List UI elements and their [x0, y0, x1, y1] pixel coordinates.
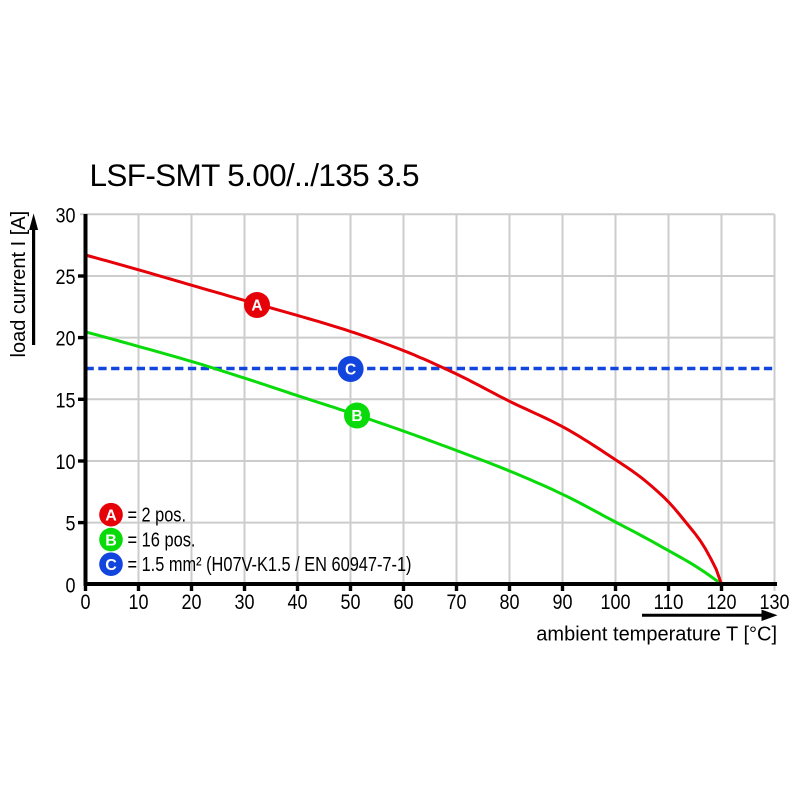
- svg-text:130: 130: [760, 591, 790, 614]
- svg-text:load current I [A]: load current I [A]: [8, 211, 30, 358]
- svg-text:30: 30: [235, 591, 255, 614]
- svg-text:B: B: [351, 408, 362, 425]
- svg-text:110: 110: [654, 591, 684, 614]
- svg-text:100: 100: [601, 591, 631, 614]
- svg-text:LSF-SMT 5.00/../135 3.5: LSF-SMT 5.00/../135 3.5: [90, 157, 420, 193]
- svg-text:A: A: [105, 508, 117, 525]
- svg-text:20: 20: [182, 591, 202, 614]
- svg-text:70: 70: [447, 591, 467, 614]
- svg-text:15: 15: [56, 389, 76, 412]
- svg-text:40: 40: [288, 591, 308, 614]
- svg-text:120: 120: [707, 591, 737, 614]
- svg-text:0: 0: [66, 574, 76, 597]
- svg-text:B: B: [105, 532, 117, 549]
- svg-text:10: 10: [129, 591, 149, 614]
- svg-text:A: A: [251, 298, 262, 315]
- svg-text:30: 30: [56, 204, 76, 227]
- svg-text:= 2 pos.: = 2 pos.: [128, 505, 187, 527]
- svg-text:10: 10: [56, 451, 76, 474]
- svg-text:= 1.5 mm² (H07V-K1.5 / EN 6094: = 1.5 mm² (H07V-K1.5 / EN 60947-7-1): [128, 554, 412, 576]
- svg-text:5: 5: [66, 513, 76, 536]
- svg-text:ambient temperature T [°C]: ambient temperature T [°C]: [536, 624, 777, 646]
- svg-text:0: 0: [81, 591, 91, 614]
- svg-text:50: 50: [341, 591, 361, 614]
- svg-text:C: C: [345, 362, 356, 379]
- svg-text:25: 25: [56, 266, 76, 289]
- svg-text:80: 80: [500, 591, 520, 614]
- svg-text:90: 90: [553, 591, 573, 614]
- svg-text:C: C: [105, 557, 117, 574]
- svg-text:20: 20: [56, 328, 76, 351]
- svg-text:= 16 pos.: = 16 pos.: [128, 530, 196, 552]
- svg-text:60: 60: [394, 591, 414, 614]
